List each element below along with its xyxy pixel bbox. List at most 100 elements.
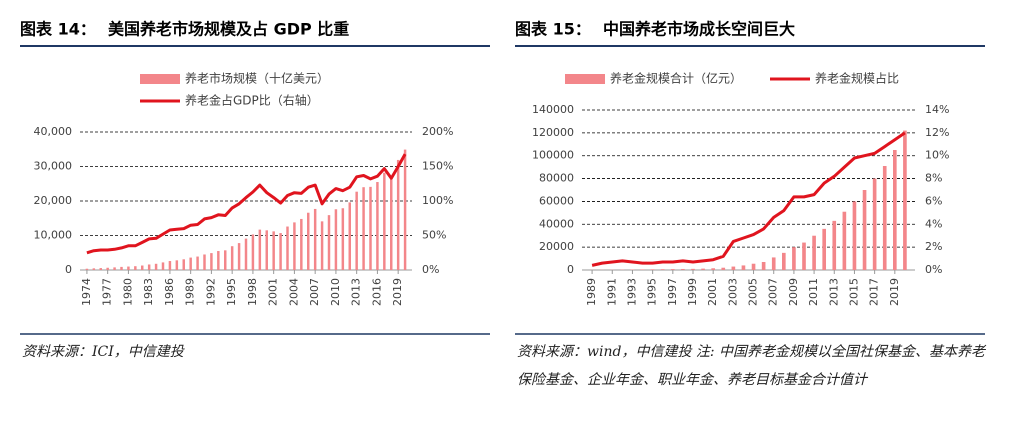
y-tick-label: 140000: [532, 103, 574, 116]
y2-tick-label: 10%: [925, 149, 949, 162]
y-tick-label: 30,000: [34, 160, 73, 173]
x-tick-label: 1995: [225, 278, 238, 306]
bar: [681, 268, 685, 270]
bar: [369, 186, 372, 270]
x-tick-label: 2001: [267, 278, 280, 306]
y2-tick-label: 150%: [422, 160, 453, 173]
x-tick-label: 1995: [646, 278, 659, 306]
y2-tick-label: 50%: [422, 229, 446, 242]
y-tick-label: 20000: [539, 240, 574, 253]
y2-tick-label: 100%: [422, 194, 453, 207]
bar: [224, 250, 227, 270]
bar: [390, 176, 393, 270]
source: 资料来源：wind，中信建投 注: 中国养老金规模以全国社保基金、基本养老保险基…: [517, 344, 986, 388]
bar: [832, 220, 837, 270]
bar: [711, 268, 716, 270]
bar: [812, 235, 816, 270]
bar: [660, 269, 665, 270]
y2-tick-label: 200%: [422, 125, 453, 138]
chart-label: 图表 14：: [20, 20, 96, 39]
bar: [230, 246, 234, 270]
legend-swatch: [140, 74, 180, 84]
y-tick-label: 100000: [532, 149, 574, 162]
bar: [751, 263, 756, 270]
bar: [99, 268, 102, 270]
bar: [106, 267, 109, 270]
bar: [182, 259, 185, 270]
bar: [640, 269, 645, 270]
bar: [141, 265, 144, 270]
x-tick-label: 1997: [666, 278, 679, 306]
bar: [286, 226, 289, 270]
line: [86, 153, 407, 255]
bar: [383, 172, 386, 270]
legend-label: 养老金规模占比: [815, 71, 899, 86]
y2-tick-label: 8%: [925, 172, 942, 185]
x-tick-label: 1992: [204, 278, 217, 306]
y-tick-label: 40,000: [34, 125, 73, 138]
y2-tick-label: 4%: [925, 217, 942, 230]
x-tick-label: 2001: [706, 278, 719, 306]
x-tick-label: 1998: [246, 278, 259, 306]
y-tick-label: 60000: [539, 194, 574, 207]
bar: [168, 261, 172, 270]
x-tick-label: 1991: [605, 278, 618, 306]
bar: [327, 215, 331, 270]
x-tick-label: 1974: [80, 278, 93, 306]
bar: [355, 191, 358, 270]
bar: [154, 263, 158, 270]
bar: [721, 267, 726, 270]
bar: [272, 231, 275, 270]
bar: [334, 209, 338, 270]
bar: [781, 252, 786, 270]
x-tick-label: 2015: [847, 278, 860, 306]
bar: [670, 269, 675, 270]
legend-label: 养老金规模合计（亿元）: [610, 71, 742, 86]
y2-tick-label: 12%: [925, 126, 949, 139]
x-tick-label: 2007: [767, 278, 780, 306]
x-tick-label: 2017: [868, 278, 881, 306]
x-tick-label: 1993: [625, 278, 638, 306]
bar: [341, 208, 345, 270]
bar: [85, 268, 89, 270]
x-tick-label: 2010: [329, 278, 342, 306]
y-tick-label: 10,000: [34, 229, 73, 242]
y-tick-label: 0: [567, 263, 574, 276]
x-tick-label: 1980: [121, 278, 134, 306]
bar: [650, 269, 655, 270]
bar: [822, 228, 827, 270]
bar: [771, 257, 776, 270]
bar: [134, 266, 137, 270]
y-tick-label: 40000: [539, 217, 574, 230]
legend-label: 养老金占GDP比（右轴）: [185, 93, 319, 108]
bar: [802, 242, 806, 270]
y2-tick-label: 14%: [925, 103, 949, 116]
x-tick-label: 1999: [686, 278, 699, 306]
bar: [741, 265, 746, 270]
bar: [279, 233, 282, 270]
chart-title: 中国养老市场成长空间巨大: [603, 20, 795, 39]
x-tick-label: 2019: [391, 278, 404, 306]
x-tick-label: 2003: [726, 278, 739, 306]
bar: [127, 266, 130, 270]
x-tick-label: 2016: [370, 278, 383, 306]
bar: [113, 267, 116, 270]
bar: [237, 243, 241, 270]
y2-tick-label: 0%: [422, 263, 439, 276]
x-tick-label: 2007: [308, 278, 321, 306]
x-tick-label: 2009: [787, 278, 800, 306]
x-tick-label: 1989: [585, 278, 598, 306]
bar: [307, 212, 310, 270]
y-tick-label: 0: [65, 263, 72, 276]
bar: [731, 266, 736, 270]
bar: [189, 257, 192, 270]
y2-tick-label: 2%: [925, 240, 942, 253]
bar: [92, 268, 96, 270]
bar: [376, 182, 379, 270]
y-tick-label: 120000: [532, 126, 574, 139]
bar: [348, 202, 351, 270]
bar: [842, 211, 847, 270]
